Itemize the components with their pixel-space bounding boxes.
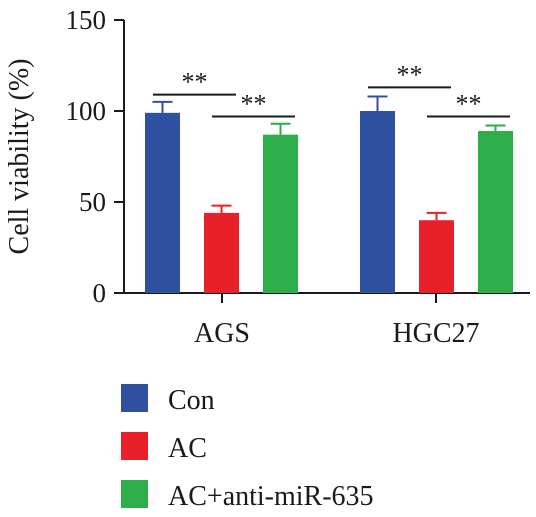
x-category-label: AGS bbox=[194, 318, 250, 349]
legend-label: AC+anti-miR-635 bbox=[168, 481, 374, 512]
legend-swatch bbox=[121, 480, 148, 508]
y-axis-title: Cell viability (%) bbox=[4, 59, 35, 255]
significance-label: ** bbox=[456, 89, 482, 118]
significance-label: ** bbox=[397, 60, 423, 89]
y-tick-label: 100 bbox=[66, 96, 107, 126]
legend-swatch bbox=[121, 432, 148, 460]
plot-area: 0 50 100 150 Cell viability (%) AGS HGC27 ** ** *… bbox=[4, 5, 530, 349]
x-category-label: HGC27 bbox=[392, 318, 479, 349]
legend: Con AC AC+anti-miR-635 bbox=[121, 384, 374, 512]
bar bbox=[478, 131, 513, 293]
legend-swatch bbox=[121, 384, 148, 412]
bar bbox=[204, 212, 239, 293]
bar bbox=[263, 134, 298, 293]
significance-label: ** bbox=[241, 89, 267, 118]
y-tick-label: 0 bbox=[93, 278, 107, 308]
legend-label: Con bbox=[168, 385, 215, 416]
significance-label: ** bbox=[182, 68, 208, 97]
bar bbox=[419, 220, 454, 293]
y-tick-label: 50 bbox=[79, 187, 106, 217]
bar bbox=[145, 112, 180, 293]
y-tick-label: 150 bbox=[66, 5, 107, 35]
bar bbox=[360, 111, 395, 293]
legend-label: AC bbox=[168, 433, 207, 464]
